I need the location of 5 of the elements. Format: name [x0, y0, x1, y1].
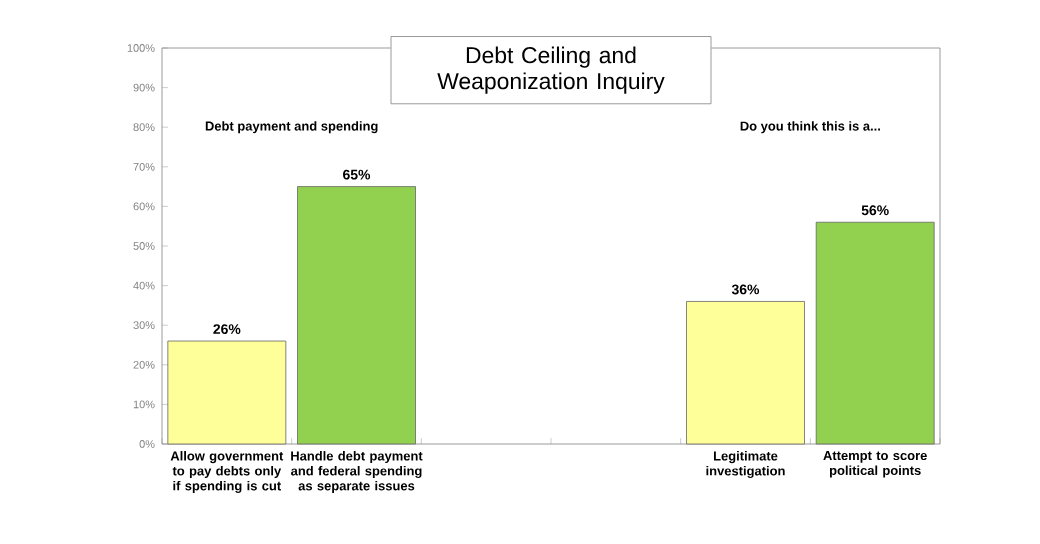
bar — [815, 221, 935, 445]
bar — [167, 340, 287, 445]
chart-title: Debt Ceiling and Weaponization Inquiry — [437, 46, 665, 94]
bar — [297, 186, 416, 445]
bar — [686, 301, 805, 445]
